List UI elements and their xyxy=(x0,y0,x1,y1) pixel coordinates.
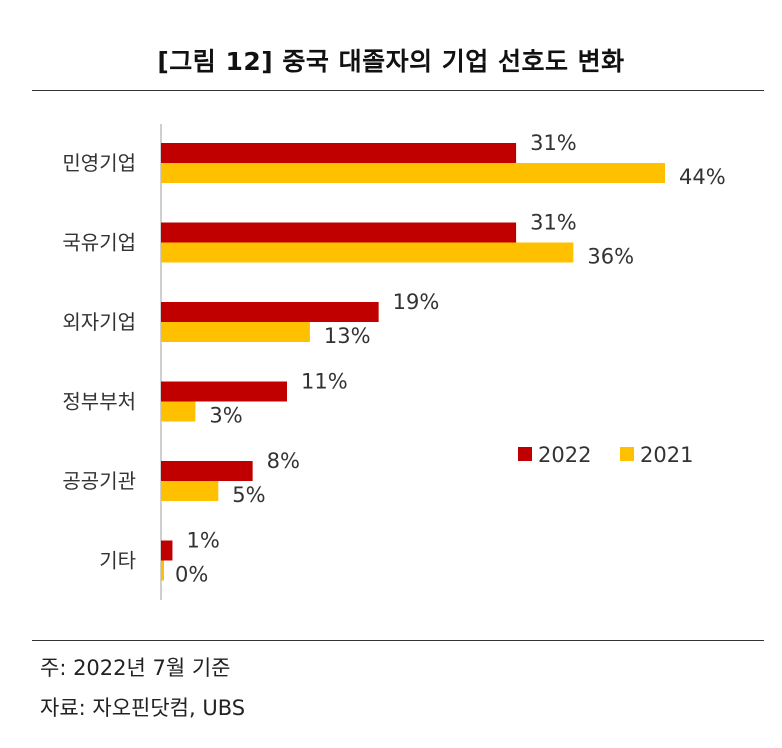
category-label: 기타 xyxy=(99,549,136,573)
bar-2022 xyxy=(161,461,253,481)
category-label: 공공기관 xyxy=(62,469,136,493)
bar-2022 xyxy=(161,302,379,322)
bar-2021 xyxy=(161,163,665,183)
bar-chart: 민영기업 31% 44% 국유기업 31% 36% 외자기업 19% 13% 정부부처 11% 3% 공… xyxy=(62,124,726,600)
footnote: 주: 2022년 7월 기준 xyxy=(40,656,231,680)
legend-label-2022: 2022 xyxy=(538,443,591,467)
legend-swatch-2021 xyxy=(620,447,634,461)
data-label-2022: 19% xyxy=(393,290,440,314)
bar-2021 xyxy=(161,401,196,422)
data-label-2021: 0% xyxy=(175,563,208,587)
chart-title: [그림 12] 중국 대졸자의 기업 선호도 변화 xyxy=(157,47,625,76)
bar-2022 xyxy=(161,381,287,402)
top-rule xyxy=(32,90,764,91)
category-label: 국유기업 xyxy=(62,231,136,255)
data-label-2022: 31% xyxy=(530,211,577,235)
bar-2022 xyxy=(161,222,517,243)
bar-2022 xyxy=(161,540,173,561)
bottom-rule xyxy=(32,640,764,641)
legend-label-2021: 2021 xyxy=(640,443,693,467)
data-label-2022: 11% xyxy=(301,370,348,394)
data-label-2021: 5% xyxy=(232,483,265,507)
notes: 주: 2022년 7월 기준 자료: 자오핀닷컴, UBS xyxy=(40,648,245,728)
data-label-2021: 44% xyxy=(679,165,726,189)
data-label-2022: 31% xyxy=(530,131,577,155)
bar-2021 xyxy=(161,242,574,263)
data-label-2021: 36% xyxy=(587,245,634,269)
data-label-2021: 13% xyxy=(324,324,371,348)
category-label: 민영기업 xyxy=(62,151,136,175)
source-note: 자료: 자오핀닷컴, UBS xyxy=(40,696,246,720)
category-label: 정부부처 xyxy=(62,390,136,414)
bar-2021 xyxy=(161,322,310,342)
category-label: 외자기업 xyxy=(62,310,136,334)
bar-2022 xyxy=(161,143,517,163)
bar-2021 xyxy=(161,481,219,501)
data-label-2022: 1% xyxy=(186,529,219,553)
bar-2021 xyxy=(161,560,164,581)
data-label-2021: 3% xyxy=(209,404,242,428)
data-label-2022: 8% xyxy=(267,449,300,473)
legend-swatch-2022 xyxy=(518,447,532,461)
